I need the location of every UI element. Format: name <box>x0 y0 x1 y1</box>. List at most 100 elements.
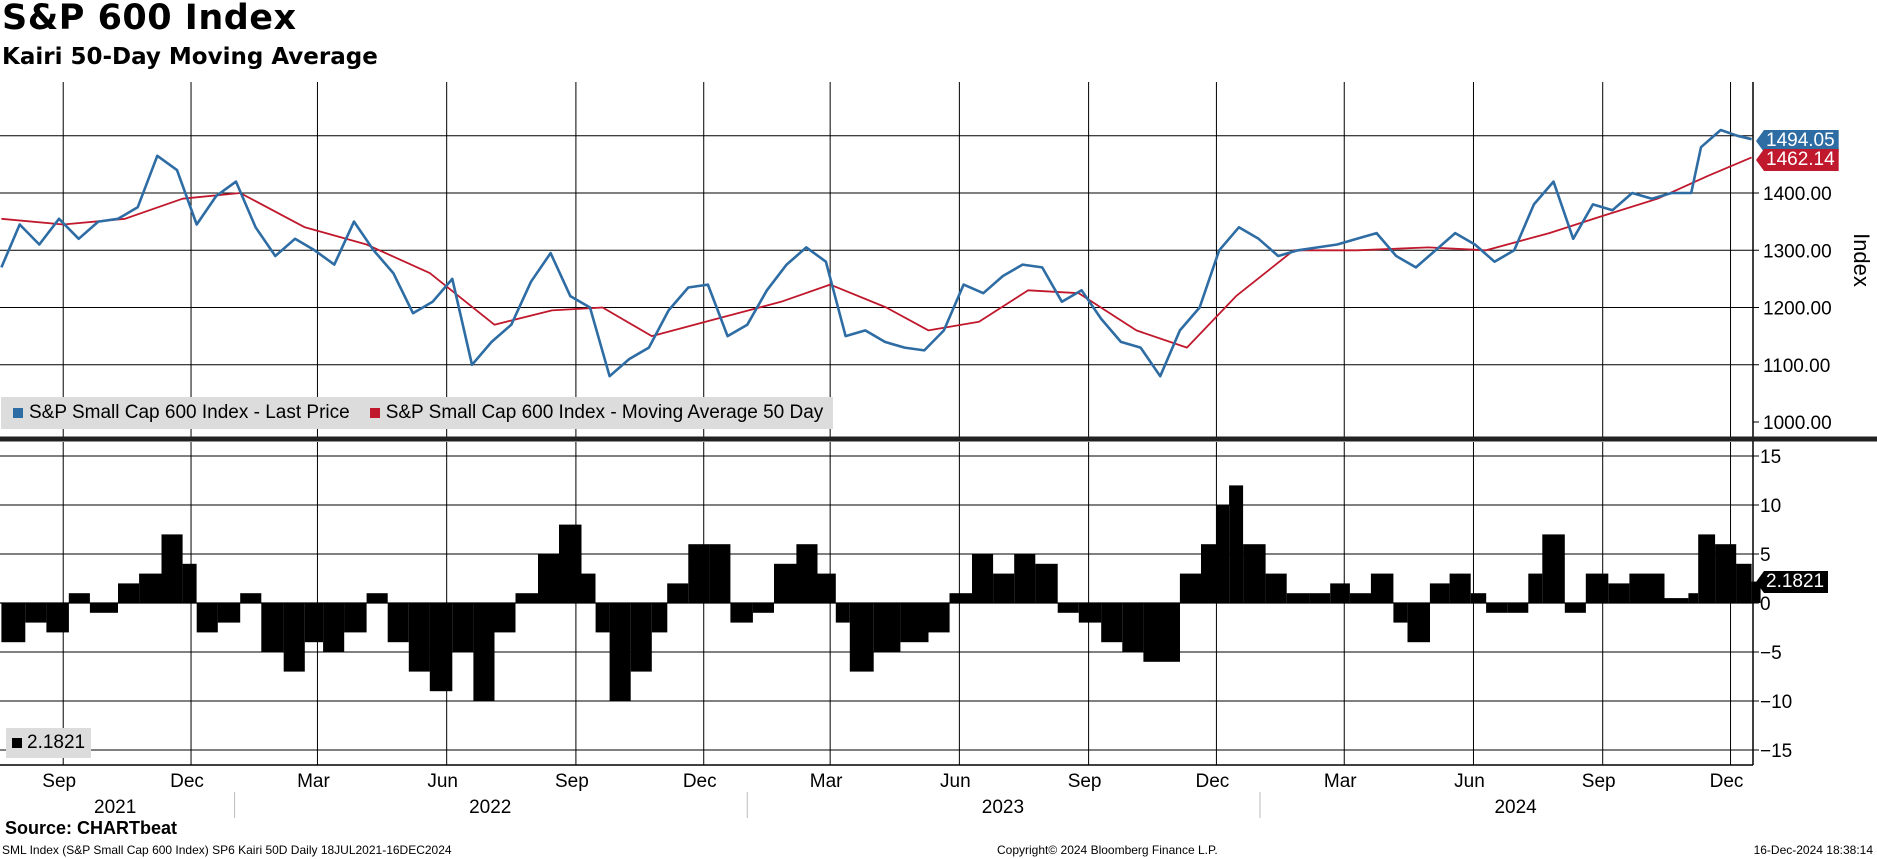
lower-tick-label: 0 <box>1760 594 1771 615</box>
kairi-bar <box>900 603 929 643</box>
kairi-bar <box>817 573 836 603</box>
upper-tick-label: 1200.00 <box>1763 299 1832 320</box>
legend-ma: S&P Small Cap 600 Index - Moving Average… <box>369 402 824 424</box>
kairi-bar <box>774 563 797 603</box>
upper-tick-label: 1300.00 <box>1763 241 1832 262</box>
month-tick-label: Dec <box>683 771 717 792</box>
kairi-bar <box>25 603 47 623</box>
kairi-bar <box>1243 544 1266 603</box>
footer-timestamp: 16-Dec-2024 18:38:14 <box>1753 843 1873 857</box>
kairi-bar <box>1407 603 1430 643</box>
kairi-bar <box>494 603 516 633</box>
kairi-bar <box>581 573 596 603</box>
kairi-bar <box>1035 563 1058 603</box>
legend-kairi-value: 2.1821 <box>27 732 86 753</box>
year-tick-label: 2024 <box>1494 797 1537 818</box>
kairi-bar <box>1664 598 1689 603</box>
kairi-bar <box>835 603 850 623</box>
kairi-bar <box>1715 544 1737 603</box>
kairi-bar <box>1330 583 1350 603</box>
kairi-bar <box>1698 534 1716 603</box>
kairi-bar <box>1650 573 1665 603</box>
kairi-bar <box>89 603 118 613</box>
kairi-bar <box>139 573 162 603</box>
moving-average-tag: 1462.14 <box>1756 149 1839 171</box>
kairi-bar <box>323 603 345 652</box>
upper-tick-label: 1400.00 <box>1763 184 1832 205</box>
price-swatch-icon <box>13 408 23 418</box>
month-tick-label: Sep <box>1068 771 1102 792</box>
kairi-bar <box>595 603 610 633</box>
kairi-bar <box>849 603 874 672</box>
kairi-bar <box>1688 593 1699 603</box>
kairi-bar <box>538 554 560 603</box>
upper-tick-label: 1000.00 <box>1763 413 1832 434</box>
legend-ma-label: S&P Small Cap 600 Index - Moving Average… <box>385 402 824 423</box>
kairi-bar <box>1528 573 1543 603</box>
kairi-bar <box>949 593 972 603</box>
kairi-bar <box>182 563 197 603</box>
kairi-bar <box>796 544 818 603</box>
lower-tick-label: 5 <box>1760 545 1771 566</box>
kairi-bar <box>161 534 183 603</box>
kairi-bar <box>1078 603 1102 623</box>
kairi-bar <box>972 554 994 603</box>
kairi-bar <box>1265 573 1287 603</box>
kairi-bar <box>667 583 689 603</box>
kairi-bar <box>1736 563 1752 603</box>
chart-subtitle: Kairi 50-Day Moving Average <box>2 44 378 70</box>
lower-tick-label: −10 <box>1760 692 1792 713</box>
year-tick-label: 2023 <box>982 797 1024 818</box>
kairi-bar <box>873 603 901 652</box>
kairi-bar <box>1393 603 1408 623</box>
kairi-bar <box>261 603 284 652</box>
legend-price: S&P Small Cap 600 Index - Last Price <box>13 402 350 424</box>
kairi-bar <box>928 603 950 633</box>
upper-axis-title: Index <box>1849 233 1874 287</box>
year-tick-label: 2021 <box>94 797 136 818</box>
kairi-bar <box>429 603 453 692</box>
footer-copyright: Copyright© 2024 Bloomberg Finance L.P. <box>997 843 1218 857</box>
kairi-bar <box>452 603 474 652</box>
legend-price-label: S&P Small Cap 600 Index - Last Price <box>29 402 350 423</box>
kairi-tag: 2.1821 <box>1756 571 1829 593</box>
kairi-bar <box>217 603 241 623</box>
month-tick-label: Mar <box>810 771 843 792</box>
kairi-bar <box>283 603 305 672</box>
month-tick-label: Jun <box>940 771 971 792</box>
kairi-bar <box>709 544 731 603</box>
moving-average-line <box>1 156 1752 349</box>
kairi-bar <box>1164 603 1180 662</box>
kairi-bar <box>1585 573 1609 603</box>
kairi-bar <box>366 593 388 603</box>
kairi-bar <box>1542 534 1565 603</box>
kairi-swatch-icon <box>12 738 22 748</box>
kairi-bar <box>1201 544 1217 603</box>
kairi-bar <box>473 603 495 701</box>
last-price-line <box>0 128 1752 378</box>
kairi-bar <box>1349 593 1371 603</box>
chart-title: S&P 600 Index <box>2 0 297 38</box>
month-tick-label: Dec <box>1710 771 1744 792</box>
kairi-bar <box>1014 554 1036 603</box>
kairi-bar <box>387 603 409 643</box>
kairi-bar <box>1629 573 1651 603</box>
year-tick-label: 2022 <box>469 797 511 818</box>
kairi-bar <box>68 593 90 603</box>
kairi-bar <box>1229 485 1244 603</box>
kairi-bar <box>1751 581 1761 603</box>
kairi-bar <box>1309 593 1331 603</box>
kairi-bar <box>1608 583 1630 603</box>
month-tick-label: Mar <box>297 771 330 792</box>
lower-legend: 2.1821 <box>6 728 92 758</box>
source-note: Source: CHARTbeat <box>5 818 178 838</box>
lower-kairi-panel <box>1 485 1761 701</box>
lower-tick-label: 10 <box>1760 496 1781 517</box>
month-tick-label: Sep <box>555 771 589 792</box>
kairi-bar <box>730 603 753 623</box>
kairi-bar <box>1429 583 1450 603</box>
gridlines <box>0 82 1753 765</box>
kairi-bar <box>1449 573 1471 603</box>
month-tick-label: Mar <box>1324 771 1357 792</box>
